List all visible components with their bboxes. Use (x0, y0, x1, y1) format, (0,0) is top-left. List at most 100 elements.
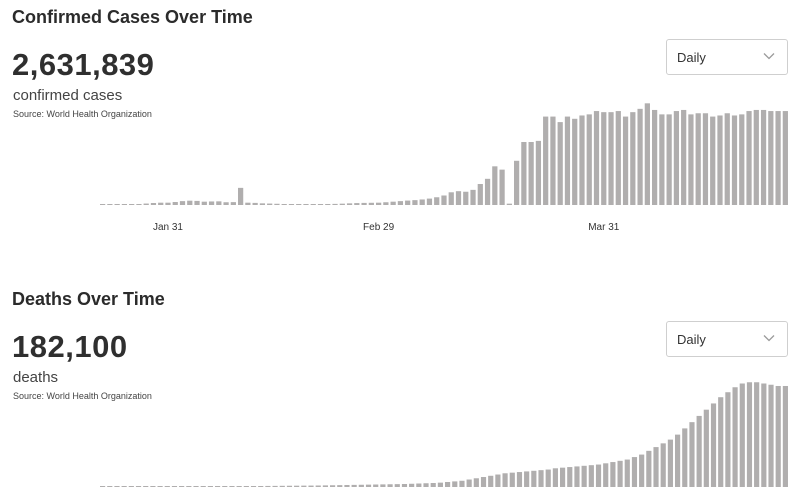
bar (459, 480, 465, 487)
bar (281, 204, 287, 205)
deaths-source: Source: World Health Organization (13, 391, 152, 401)
bar (644, 103, 650, 205)
bar (207, 486, 213, 487)
bar (710, 403, 717, 487)
bar (286, 485, 293, 487)
bar (394, 484, 400, 487)
bar (495, 474, 501, 487)
bar (531, 470, 537, 487)
bar (710, 116, 716, 205)
bar (506, 203, 512, 205)
bar (401, 484, 408, 487)
deaths-range-select[interactable]: Daily (666, 321, 788, 357)
bar (666, 114, 672, 205)
bar (365, 484, 372, 487)
bar (437, 482, 443, 487)
bar (768, 111, 774, 205)
bar (480, 477, 487, 487)
bar (380, 484, 386, 487)
bar (617, 460, 623, 487)
bar (157, 486, 163, 487)
bar (245, 202, 251, 205)
bar (158, 202, 164, 205)
confirmed-cases-chart: Jan 31 Feb 29 Mar 31 (100, 103, 788, 233)
bar (100, 204, 106, 205)
bar (445, 482, 451, 487)
bar (615, 111, 621, 205)
bar (775, 111, 781, 205)
deaths-title: Deaths Over Time (12, 289, 165, 309)
bar (731, 115, 738, 205)
bar (143, 486, 149, 487)
bar (579, 115, 585, 205)
bar (171, 486, 178, 487)
bar (452, 481, 458, 487)
bar (768, 384, 774, 487)
bar (373, 484, 379, 487)
bar (601, 112, 607, 205)
bar (179, 201, 186, 205)
bar (557, 122, 563, 205)
bar (383, 202, 389, 205)
bar (236, 486, 242, 487)
bar (296, 204, 302, 205)
bar (390, 201, 396, 205)
bar (346, 203, 353, 205)
bar (775, 385, 781, 487)
bar (279, 485, 285, 487)
bar (608, 112, 614, 205)
bar (630, 112, 636, 205)
bar (538, 470, 544, 487)
confirmed-cases-range-select[interactable]: Daily (666, 39, 788, 75)
bar (332, 203, 338, 205)
bar (351, 484, 357, 487)
confirmed-cases-section: Confirmed Cases Over Time 2,631,839 conf… (12, 7, 788, 233)
confirmed-cases-label: confirmed cases (13, 87, 123, 104)
bar (560, 467, 566, 487)
bar (593, 111, 600, 205)
bar (376, 202, 382, 205)
bar (397, 201, 404, 205)
bar (416, 483, 422, 487)
bar (746, 382, 753, 487)
bar (682, 428, 688, 487)
bar (193, 486, 199, 487)
bar (229, 486, 235, 487)
bar (572, 118, 578, 205)
bar (330, 485, 336, 487)
bar (667, 439, 673, 487)
bar (258, 486, 264, 487)
bar (673, 111, 680, 205)
bar (317, 204, 324, 205)
bar (552, 468, 558, 487)
bar (739, 114, 745, 205)
bar (586, 114, 592, 205)
bar (717, 115, 723, 205)
bar (455, 191, 462, 205)
bar (724, 113, 730, 205)
deaths-range-value: Daily (677, 332, 706, 347)
bar (761, 383, 767, 487)
bar (610, 462, 616, 487)
bar (114, 204, 120, 205)
bar (267, 203, 273, 205)
bar (653, 447, 659, 487)
bar (368, 202, 374, 205)
bar (782, 111, 788, 205)
bar (107, 204, 113, 205)
bar (358, 484, 364, 487)
bar (441, 195, 447, 205)
bar (310, 204, 316, 205)
bar (150, 486, 156, 487)
bar (325, 204, 331, 205)
bar (143, 203, 149, 205)
bar (238, 187, 244, 205)
bar (121, 204, 128, 205)
bar (259, 203, 266, 205)
confirmed-cases-range-value: Daily (677, 50, 706, 65)
bar (194, 200, 200, 205)
bar (524, 471, 530, 487)
bar (337, 485, 343, 487)
bar (172, 202, 178, 205)
deaths-total: 182,100 (12, 329, 128, 364)
